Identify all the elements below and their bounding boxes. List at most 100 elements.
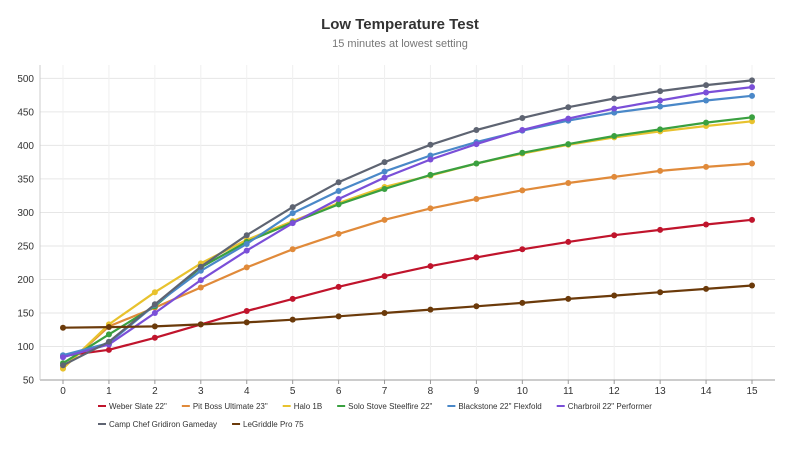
data-point <box>703 97 710 104</box>
legend-item: LeGriddle Pro 75 <box>232 420 304 429</box>
data-point <box>289 246 296 253</box>
data-point <box>289 210 296 217</box>
x-tick-label: 6 <box>336 386 342 397</box>
data-point <box>243 240 250 247</box>
data-point <box>749 92 755 99</box>
legend-item: Blackstone 22" Flexfold <box>447 402 542 411</box>
legend-item: Pit Boss Ultimate 23" <box>181 402 268 411</box>
data-point <box>427 306 434 313</box>
legend-label: Pit Boss Ultimate 23" <box>193 402 268 411</box>
x-tick-label: 13 <box>655 386 667 397</box>
legend-item: Charbroil 22" Performer <box>556 402 652 411</box>
data-point <box>335 188 342 194</box>
chart-title: Low Temperature Test <box>321 16 479 33</box>
y-tick-label: 300 <box>17 208 34 219</box>
data-point <box>703 82 710 89</box>
legend-label: LeGriddle Pro 75 <box>243 420 304 429</box>
series-line <box>62 86 753 359</box>
data-point <box>427 156 434 163</box>
data-point <box>611 105 618 112</box>
data-point <box>703 119 710 126</box>
data-point <box>427 205 434 212</box>
data-point <box>565 295 572 302</box>
data-point <box>335 196 342 203</box>
legend-label: Weber Slate 22" <box>109 402 167 411</box>
grid <box>40 65 775 381</box>
series-line <box>62 162 753 369</box>
legend-label: Halo 1B <box>294 402 322 411</box>
x-tick-label: 5 <box>290 386 296 397</box>
legend-item: Camp Chef Gridiron Gameday <box>98 420 217 429</box>
data-point <box>473 141 480 148</box>
data-point <box>381 185 388 192</box>
data-point <box>335 230 342 237</box>
data-point <box>703 89 710 96</box>
data-point <box>749 160 755 167</box>
data-point <box>519 299 526 306</box>
y-tick-label: 200 <box>17 275 34 286</box>
y-tick-label: 250 <box>17 241 34 252</box>
series-line <box>62 120 753 370</box>
x-tick-label: 0 <box>60 386 66 397</box>
data-point <box>381 159 388 166</box>
x-tick-label: 8 <box>428 386 434 397</box>
data-point <box>197 277 204 284</box>
data-point <box>289 316 296 323</box>
data-point <box>197 263 204 270</box>
x-tick-label: 2 <box>152 386 158 397</box>
data-point <box>151 334 158 341</box>
data-point <box>151 323 158 330</box>
data-point <box>703 163 710 170</box>
series-line <box>62 79 753 367</box>
data-point <box>60 354 66 361</box>
data-point <box>565 238 572 245</box>
data-point <box>611 173 618 180</box>
data-point <box>289 295 296 302</box>
data-point <box>611 232 618 239</box>
data-point <box>197 284 204 291</box>
series-group <box>60 282 755 331</box>
data-point <box>749 216 755 223</box>
data-point <box>565 104 572 111</box>
series-group <box>60 114 755 367</box>
series-group <box>60 84 755 361</box>
x-tick-label: 9 <box>474 386 480 397</box>
data-point <box>427 171 434 178</box>
y-tick-label: 350 <box>17 174 34 185</box>
data-point <box>473 254 480 261</box>
legend-label: Camp Chef Gridiron Gameday <box>109 420 217 429</box>
data-point <box>657 226 664 233</box>
legend-item: Halo 1B <box>282 402 322 411</box>
data-point <box>657 97 664 104</box>
data-point <box>335 201 342 208</box>
data-point <box>611 133 618 140</box>
legend-label: Solo Stove Steelfire 22" <box>348 402 432 411</box>
y-tick-label: 450 <box>17 107 34 118</box>
data-point <box>151 301 158 308</box>
data-point <box>565 179 572 186</box>
data-point <box>749 84 755 91</box>
data-point <box>243 232 250 239</box>
y-tick-label: 500 <box>17 74 34 85</box>
data-point <box>657 167 664 174</box>
x-tick-label: 1 <box>106 386 112 397</box>
data-point <box>473 127 480 134</box>
x-tick-label: 12 <box>609 386 621 397</box>
x-tick-label: 7 <box>382 386 388 397</box>
y-tick-label: 50 <box>23 376 35 387</box>
data-point <box>611 292 618 299</box>
x-tick-label: 11 <box>563 386 574 397</box>
x-tick-label: 15 <box>746 386 758 397</box>
x-tick-label: 3 <box>198 386 204 397</box>
data-point <box>381 216 388 223</box>
x-tick-label: 4 <box>244 386 250 397</box>
data-point <box>60 362 66 369</box>
x-tick-label: 10 <box>517 386 529 397</box>
data-point <box>289 220 296 227</box>
chart-subtitle: 15 minutes at lowest setting <box>332 38 468 50</box>
data-point <box>519 114 526 121</box>
series-lines <box>60 77 755 372</box>
y-tick-label: 100 <box>17 342 34 353</box>
